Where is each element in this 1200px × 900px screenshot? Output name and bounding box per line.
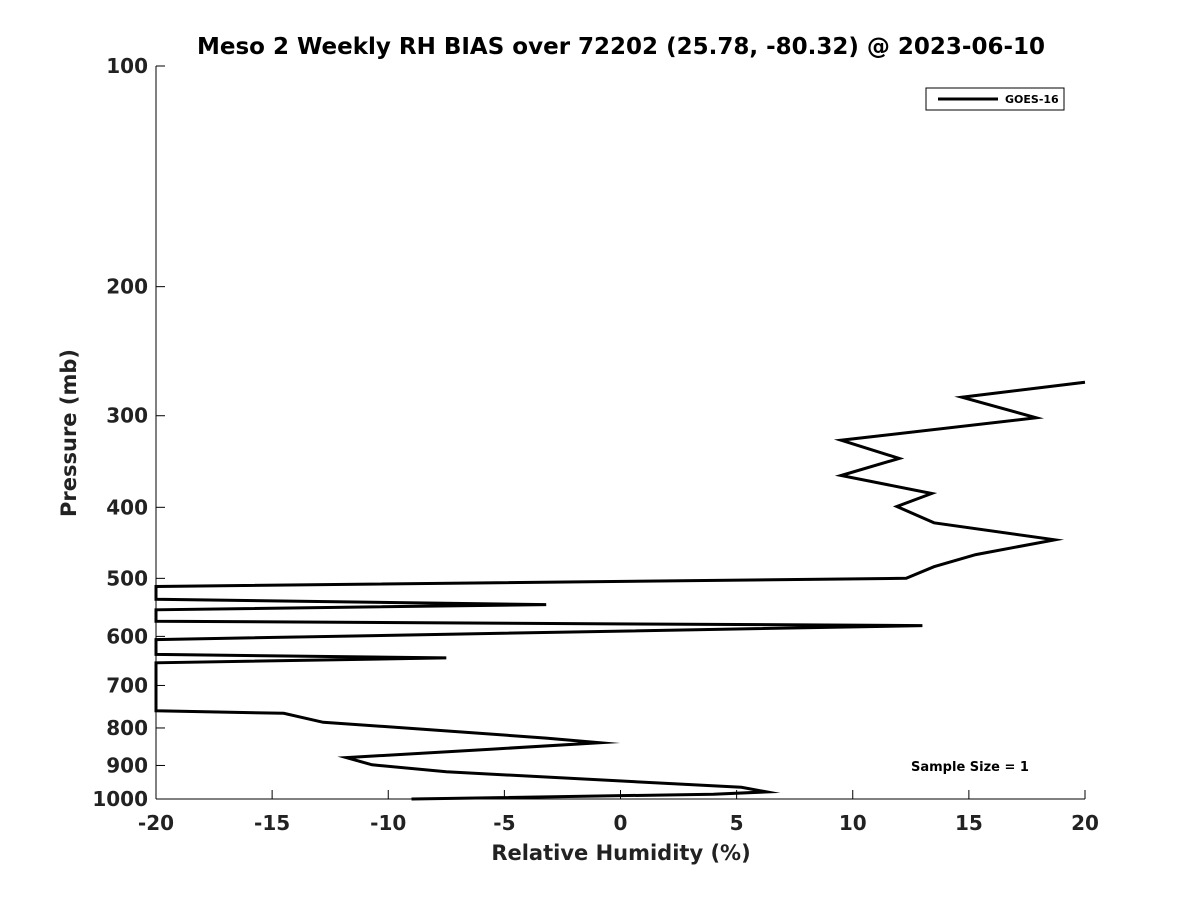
series-line-goes-16 [154,380,1086,801]
x-tick-label: 20 [1071,811,1099,835]
legend: GOES-16 [925,87,1065,111]
x-tick-label: 5 [730,811,744,835]
x-tick-label: 0 [614,811,628,835]
y-tick-label: 200 [106,275,148,299]
x-axis-label: Relative Humidity (%) [491,841,750,865]
y-tick-label: 100 [106,54,148,78]
sample-size-annotation: Sample Size = 1 [911,760,1029,775]
y-tick-label: 600 [106,624,148,648]
y-tick-label: 500 [106,566,148,590]
x-tick-label: 10 [839,811,867,835]
y-tick-label: 800 [106,716,148,740]
x-tick-label: -20 [138,811,174,835]
x-tick-label: -10 [370,811,406,835]
y-tick-label: 400 [106,495,148,519]
y-tick-label: 1000 [92,787,148,811]
chart-title: Meso 2 Weekly RH BIAS over 72202 (25.78,… [197,34,1045,60]
x-tick-label: -5 [493,811,515,835]
y-tick-label: 300 [106,404,148,428]
legend-label-goes-16: GOES-16 [1005,93,1059,106]
series-group [154,380,1086,801]
y-axis-label: Pressure (mb) [57,349,81,517]
y-tick-label: 900 [106,753,148,777]
x-tick-label: 15 [955,811,983,835]
x-tick-label: -15 [254,811,290,835]
y-tick-label: 700 [106,673,148,697]
ticks-group: -20 -15 -10 -5 0 5 10 15 20 100 200 300 400 500 600 700… [92,54,1099,835]
